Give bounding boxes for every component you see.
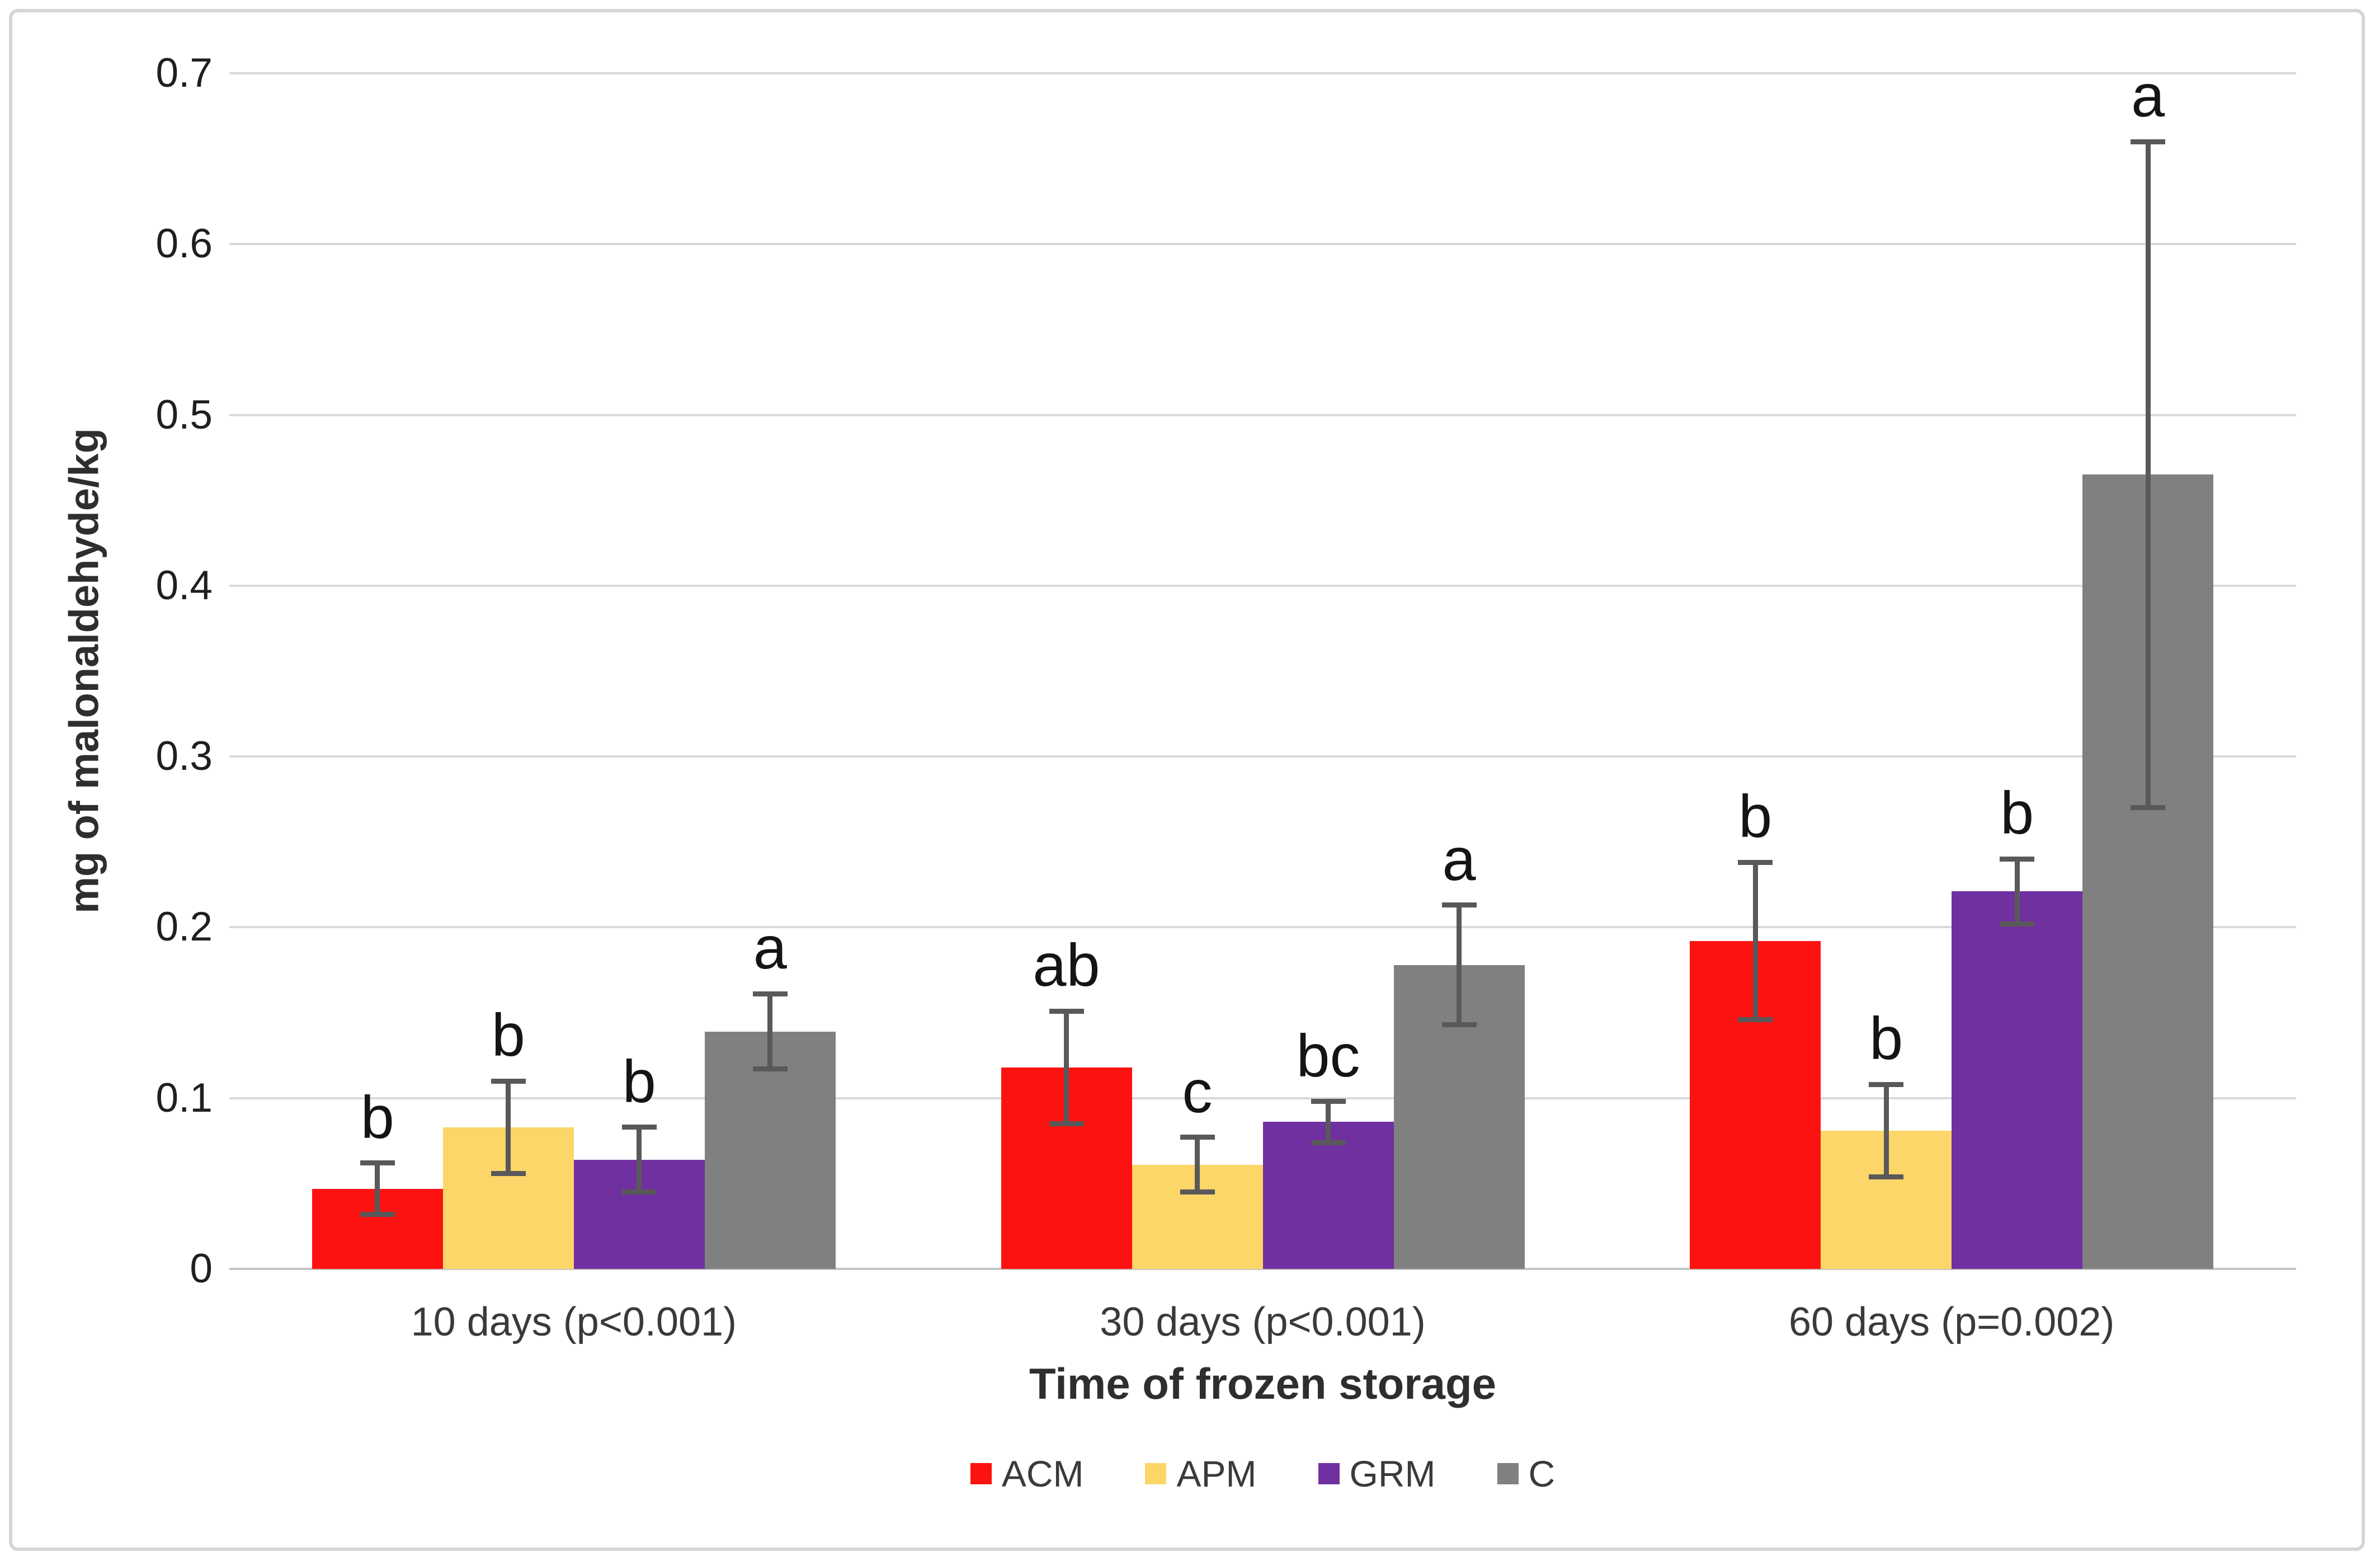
error-bar-APM-group1 <box>506 1081 511 1174</box>
error-bar-ACM-group1 <box>375 1163 380 1215</box>
error-cap-top-C-group1 <box>752 991 788 996</box>
error-cap-bottom-C-group3 <box>2131 805 2166 811</box>
bar-GRM-group2 <box>1262 1122 1394 1269</box>
significance-letter-GRM-group3: b <box>2000 779 2034 847</box>
y-tick-label-0.4: 0.4 <box>155 562 213 608</box>
error-cap-bottom-APM-group3 <box>1869 1174 1904 1179</box>
error-cap-bottom-GRM-group3 <box>2000 921 2035 927</box>
significance-letter-C-group1: a <box>753 914 787 982</box>
gridline-0.5 <box>229 413 2296 416</box>
category-label-group3: 60 days (p=0.002) <box>1788 1300 2115 1344</box>
chart-border <box>9 9 2365 1551</box>
gridline-0.2 <box>229 926 2296 929</box>
legend-swatch-C <box>1497 1463 1519 1484</box>
y-tick-label-0.1: 0.1 <box>155 1075 213 1121</box>
error-cap-top-C-group2 <box>1441 902 1477 908</box>
significance-letter-ACM-group3: b <box>1738 782 1773 850</box>
legend-label-APM: APM <box>1176 1453 1257 1494</box>
legend-item-C: C <box>1497 1452 1556 1495</box>
legend-label-GRM: GRM <box>1349 1453 1436 1494</box>
significance-letter-C-group3: a <box>2131 62 2165 130</box>
legend-swatch-GRM <box>1318 1463 1340 1484</box>
error-cap-top-C-group3 <box>2131 139 2166 144</box>
error-cap-bottom-APM-group2 <box>1180 1189 1215 1195</box>
y-tick-label-0.6: 0.6 <box>155 221 213 267</box>
significance-letter-GRM-group2: bc <box>1296 1021 1360 1089</box>
error-cap-top-APM-group2 <box>1180 1135 1215 1140</box>
error-bar-C-group3 <box>2145 142 2151 808</box>
y-tick-label-0.5: 0.5 <box>155 392 213 438</box>
significance-letter-APM-group1: b <box>491 1001 525 1069</box>
category-label-group1: 10 days (p<0.001) <box>411 1300 737 1344</box>
y-tick-label-0.3: 0.3 <box>155 733 213 779</box>
error-cap-top-ACM-group3 <box>1738 859 1773 865</box>
y-tick-label-0.7: 0.7 <box>155 50 213 96</box>
significance-letter-GRM-group1: b <box>622 1047 656 1115</box>
error-bar-ACM-group2 <box>1064 1011 1069 1124</box>
error-cap-bottom-C-group2 <box>1441 1022 1477 1027</box>
error-bar-ACM-group3 <box>1752 862 1758 1020</box>
error-bar-GRM-group2 <box>1326 1101 1331 1143</box>
error-cap-bottom-C-group1 <box>752 1066 788 1072</box>
error-cap-bottom-ACM-group2 <box>1049 1121 1084 1126</box>
gridline-0.7 <box>229 72 2296 74</box>
error-cap-bottom-ACM-group1 <box>360 1211 395 1217</box>
gridline-0.4 <box>229 584 2296 587</box>
legend-item-GRM: GRM <box>1318 1452 1436 1495</box>
error-bar-C-group1 <box>767 994 773 1069</box>
error-cap-bottom-ACM-group3 <box>1738 1017 1773 1022</box>
error-bar-GRM-group3 <box>2014 859 2020 924</box>
y-tick-label-0: 0 <box>190 1246 213 1291</box>
legend-swatch-ACM <box>970 1463 992 1484</box>
x-axis-baseline <box>229 1268 2296 1270</box>
significance-letter-C-group2: a <box>1442 825 1476 893</box>
error-cap-bottom-GRM-group2 <box>1311 1140 1346 1145</box>
legend-swatch-APM <box>1145 1463 1167 1484</box>
error-bar-APM-group3 <box>1883 1084 1889 1177</box>
bar-GRM-group3 <box>1952 891 2083 1269</box>
category-label-group2: 30 days (p<0.001) <box>1100 1300 1426 1344</box>
legend: ACM APM GRM C <box>229 1452 2296 1495</box>
error-cap-top-GRM-group3 <box>2000 856 2035 862</box>
gridline-0.3 <box>229 755 2296 758</box>
error-bar-C-group2 <box>1457 905 1462 1025</box>
error-cap-bottom-APM-group1 <box>491 1170 526 1176</box>
error-bar-APM-group2 <box>1195 1137 1200 1192</box>
significance-letter-APM-group2: c <box>1182 1057 1213 1125</box>
y-axis-title: mg of malonaldehyde/kg <box>60 428 107 914</box>
significance-letter-ACM-group2: ab <box>1033 931 1100 999</box>
error-cap-top-GRM-group2 <box>1311 1099 1346 1104</box>
significance-letter-ACM-group1: b <box>360 1083 394 1151</box>
error-cap-top-ACM-group1 <box>360 1160 395 1166</box>
error-cap-top-ACM-group2 <box>1049 1008 1084 1014</box>
legend-item-APM: APM <box>1145 1452 1257 1495</box>
gridline-0.6 <box>229 243 2296 246</box>
legend-label-C: C <box>1528 1453 1556 1494</box>
legend-label-ACM: ACM <box>1001 1453 1084 1494</box>
x-axis-title: Time of frozen storage <box>1029 1359 1497 1408</box>
gridline-0.1 <box>229 1097 2296 1099</box>
legend-item-ACM: ACM <box>970 1452 1084 1495</box>
y-tick-label-0.2: 0.2 <box>155 904 213 950</box>
error-cap-top-APM-group1 <box>491 1078 526 1084</box>
error-cap-bottom-GRM-group1 <box>621 1189 657 1195</box>
significance-letter-APM-group3: b <box>1869 1004 1903 1073</box>
error-cap-top-APM-group3 <box>1869 1081 1904 1087</box>
error-bar-GRM-group1 <box>637 1127 642 1192</box>
error-cap-top-GRM-group1 <box>621 1125 657 1130</box>
